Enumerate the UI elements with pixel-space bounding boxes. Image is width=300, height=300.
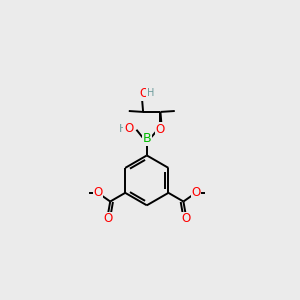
- Text: O: O: [181, 212, 190, 225]
- Text: O: O: [139, 87, 148, 100]
- Text: H: H: [147, 88, 154, 98]
- Text: O: O: [124, 122, 133, 135]
- Text: O: O: [156, 123, 165, 136]
- Text: O: O: [93, 186, 103, 199]
- Text: O: O: [191, 186, 200, 199]
- Text: B: B: [142, 132, 151, 145]
- Text: H: H: [119, 124, 128, 134]
- Text: O: O: [103, 212, 112, 225]
